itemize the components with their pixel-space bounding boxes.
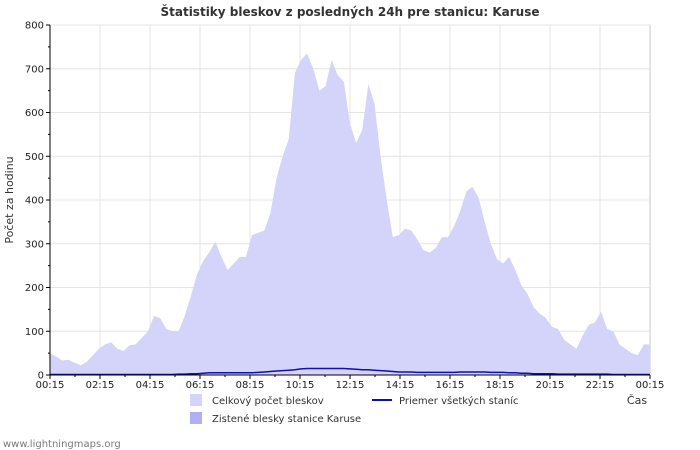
axes: 0 100 200 300 400 500 600 700 800 00:15 02:15 04:15… xyxy=(25,21,665,392)
x-tick-label: 00:15 xyxy=(36,380,65,391)
legend-label-total: Celkový počet bleskov xyxy=(212,395,324,407)
y-tick-label: 700 xyxy=(25,64,44,75)
x-tick-label: 04:15 xyxy=(136,380,165,391)
legend: Celkový počet bleskov Zistené blesky sta… xyxy=(190,394,519,425)
x-tick-label: 20:15 xyxy=(536,380,565,391)
y-tick-label: 600 xyxy=(25,108,44,119)
legend-label-average: Priemer všetkých staníc xyxy=(399,395,519,407)
y-tick-label: 100 xyxy=(25,327,44,338)
x-tick-label: 10:15 xyxy=(286,380,315,391)
y-tick-label: 400 xyxy=(25,196,44,207)
legend-swatch-station xyxy=(190,412,202,424)
x-tick-label: 12:15 xyxy=(336,380,365,391)
x-tick-label: 06:15 xyxy=(186,380,215,391)
footer-site: www.lightningmaps.org xyxy=(3,439,121,450)
x-tick-label: 00:15 xyxy=(636,380,665,391)
x-tick-label: 14:15 xyxy=(386,380,415,391)
series-total-area xyxy=(50,53,650,375)
x-tick-label: 16:15 xyxy=(436,380,465,391)
chart-title: Štatistiky bleskov z posledných 24h pre … xyxy=(160,4,539,19)
x-axis-label: Čas xyxy=(627,394,647,407)
x-tick-label: 02:15 xyxy=(86,380,115,391)
x-tick-label: 18:15 xyxy=(486,380,515,391)
legend-swatch-total xyxy=(190,394,202,406)
x-tick-label: 22:15 xyxy=(586,380,615,391)
y-tick-label: 500 xyxy=(25,152,44,163)
y-tick-label: 300 xyxy=(25,239,44,250)
y-tick-label: 200 xyxy=(25,283,44,294)
y-tick-label: 0 xyxy=(38,371,44,382)
y-tick-label: 800 xyxy=(25,21,44,32)
x-tick-label: 08:15 xyxy=(236,380,265,391)
y-axis-label: Počet za hodinu xyxy=(3,156,16,243)
legend-label-station: Zistené blesky stanice Karuse xyxy=(212,413,361,425)
